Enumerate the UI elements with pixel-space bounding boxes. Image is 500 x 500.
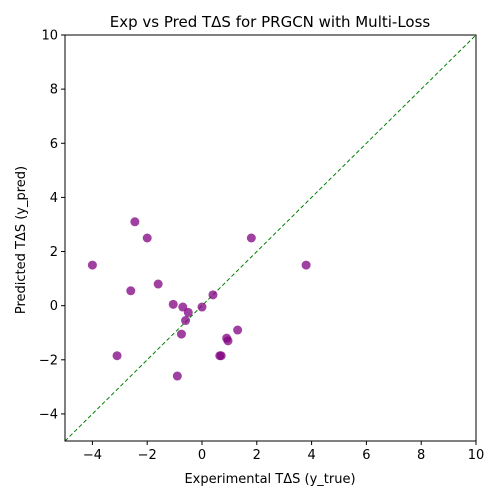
y-tick-label: −2 <box>39 353 58 368</box>
data-point-1 <box>112 351 122 361</box>
x-tick-label: −4 <box>83 448 102 463</box>
x-axis-label: Experimental TΔS (y_true) <box>184 472 355 487</box>
x-tick-label: 0 <box>198 448 206 463</box>
plot-area: −4 −2 0 2 4 6 8 10 −4 −2 0 2 4 6 8 10 <box>39 29 484 464</box>
x-tick-label: 8 <box>417 448 425 463</box>
plot-frame <box>64 34 477 442</box>
data-point-8 <box>176 329 186 339</box>
y-tick-label: 0 <box>50 299 58 314</box>
data-point-7 <box>172 371 182 381</box>
data-point-0 <box>87 260 97 270</box>
data-point-9 <box>178 302 188 312</box>
y-tick-label: 8 <box>50 83 58 98</box>
data-point-11 <box>183 307 193 317</box>
data-point-10 <box>181 316 191 326</box>
data-point-17 <box>223 336 233 346</box>
x-tick-label: 4 <box>307 448 315 463</box>
x-tick-label: 6 <box>362 448 370 463</box>
data-point-18 <box>233 325 243 335</box>
data-point-13 <box>208 290 218 300</box>
reference-line <box>64 34 477 442</box>
data-point-20 <box>301 260 311 270</box>
x-tick-label: 2 <box>253 448 261 463</box>
chart-title: Exp vs Pred TΔS for PRGCN with Multi-Los… <box>110 13 431 31</box>
data-point-6 <box>168 299 178 309</box>
y-tick-label: −4 <box>39 407 58 422</box>
y-tick-label: 6 <box>50 137 58 152</box>
y-tick-label: 10 <box>41 29 58 44</box>
data-point-15 <box>216 351 226 361</box>
data-point-4 <box>142 233 152 243</box>
y-axis-label: Predicted TΔS (y_pred) <box>14 166 29 314</box>
data-point-5 <box>153 279 163 289</box>
data-point-2 <box>126 286 136 296</box>
y-tick-label: 4 <box>50 191 58 206</box>
data-point-19 <box>246 233 256 243</box>
data-point-12 <box>197 302 207 312</box>
x-tick-label: 10 <box>468 448 485 463</box>
x-tick-label: −2 <box>138 448 157 463</box>
data-point-3 <box>130 217 140 227</box>
y-tick-label: 2 <box>50 245 58 260</box>
